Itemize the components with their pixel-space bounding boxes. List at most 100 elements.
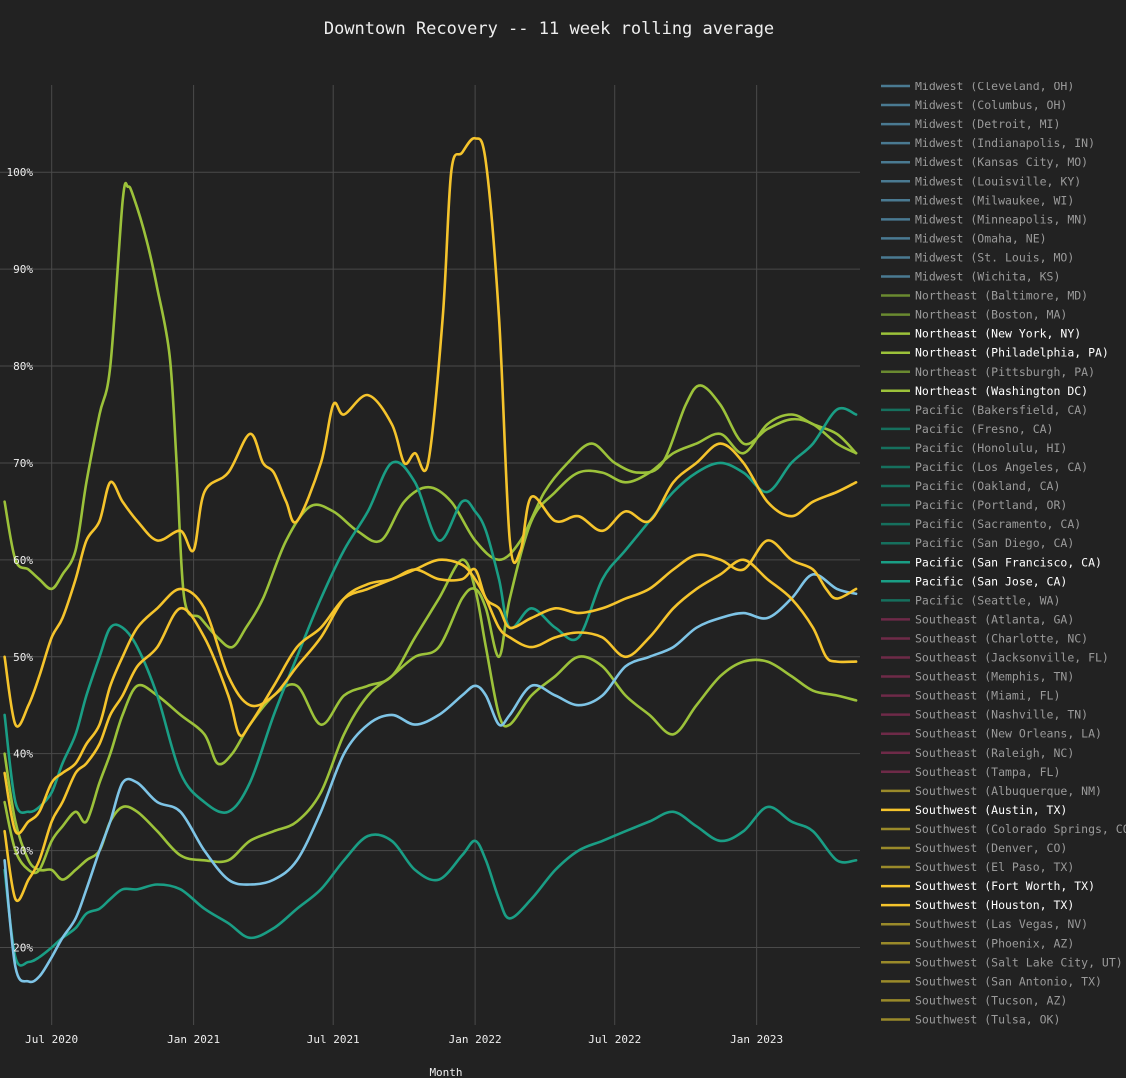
legend-label: Midwest (Indianapolis, IN) <box>915 136 1095 150</box>
legend-label: Pacific (San Diego, CA) <box>915 536 1074 550</box>
legend-item[interactable]: Southwest (Austin, TX) <box>881 803 1067 817</box>
legend-item[interactable]: Southeast (Nashville, TN) <box>881 708 1088 722</box>
legend-item[interactable]: Pacific (San Diego, CA) <box>881 536 1074 550</box>
x-axis-label: Month <box>429 1066 462 1078</box>
legend-item[interactable]: Southwest (Tucson, AZ) <box>881 993 1067 1007</box>
legend-item[interactable]: Southwest (Las Vegas, NV) <box>881 917 1088 931</box>
legend-item[interactable]: Midwest (St. Louis, MO) <box>881 250 1074 264</box>
legend-label: Southwest (Tucson, AZ) <box>915 993 1067 1007</box>
legend-label: Northeast (Pittsburgh, PA) <box>915 365 1095 379</box>
legend-item[interactable]: Southwest (Tulsa, OK) <box>881 1012 1060 1026</box>
legend-item[interactable]: Midwest (Louisville, KY) <box>881 174 1081 188</box>
series-line-pacific-san-jose-ca <box>3 406 858 815</box>
legend-item[interactable]: Pacific (Oakland, CA) <box>881 479 1060 493</box>
legend-label: Southwest (El Paso, TX) <box>915 860 1074 874</box>
legend-label: Southeast (Memphis, TN) <box>915 670 1074 684</box>
legend-item[interactable]: Midwest (Indianapolis, IN) <box>881 136 1095 150</box>
legend-item[interactable]: Southwest (Houston, TX) <box>881 898 1074 912</box>
legend-item[interactable]: Pacific (Seattle, WA) <box>881 593 1060 607</box>
legend-label: Northeast (Philadelphia, PA) <box>915 346 1109 360</box>
legend-label: Pacific (Honolulu, HI) <box>915 441 1067 455</box>
x-tick-label: Jul 2021 <box>307 1033 360 1046</box>
legend-item[interactable]: Pacific (San Jose, CA) <box>881 574 1067 588</box>
legend-label: Southwest (Fort Worth, TX) <box>915 879 1095 893</box>
legend-item[interactable]: Southeast (Jacksonville, FL) <box>881 651 1109 665</box>
legend-label: Southwest (Denver, CO) <box>915 841 1067 855</box>
legend-item[interactable]: Pacific (San Francisco, CA) <box>881 555 1102 569</box>
legend-item[interactable]: Northeast (Pittsburgh, PA) <box>881 365 1095 379</box>
legend-item[interactable]: Midwest (Wichita, KS) <box>881 270 1060 284</box>
legend-item[interactable]: Midwest (Omaha, NE) <box>881 231 1047 245</box>
legend-item[interactable]: Pacific (Fresno, CA) <box>881 422 1053 436</box>
x-tick-label: Jul 2020 <box>25 1033 78 1046</box>
legend-label: Southwest (Phoenix, AZ) <box>915 936 1074 950</box>
y-axis-ticks: 20% 30% 40% 50% 60% 70% 80% 90% 100% <box>7 166 34 954</box>
legend-item[interactable]: Northeast (Baltimore, MD) <box>881 289 1088 303</box>
legend-item[interactable]: Midwest (Minneapolis, MN) <box>881 212 1088 226</box>
legend-item[interactable]: Pacific (Portland, OR) <box>881 498 1067 512</box>
legend-label: Midwest (Wichita, KS) <box>915 270 1060 284</box>
legend-item[interactable]: Northeast (Boston, MA) <box>881 308 1067 322</box>
legend-item[interactable]: Southeast (Charlotte, NC) <box>881 631 1088 645</box>
legend-top-clip <box>870 70 1126 82</box>
legend-label: Southeast (Jacksonville, FL) <box>915 651 1109 665</box>
legend-item[interactable]: Southeast (Atlanta, GA) <box>881 612 1074 626</box>
legend-item[interactable]: Southwest (Colorado Springs, CO) <box>881 822 1126 836</box>
legend-item[interactable]: Southwest (San Antonio, TX) <box>881 974 1102 988</box>
legend-label: Southwest (San Antonio, TX) <box>915 974 1102 988</box>
legend-label: Southeast (Atlanta, GA) <box>915 612 1074 626</box>
legend-item[interactable]: Southeast (Raleigh, NC) <box>881 746 1074 760</box>
legend-label: Southwest (Albuquerque, NM) <box>915 784 1102 798</box>
legend-item[interactable]: Midwest (Columbus, OH) <box>881 98 1067 112</box>
legend-item[interactable]: Southwest (Salt Lake City, UT) <box>881 955 1123 969</box>
legend-item[interactable]: Southwest (Phoenix, AZ) <box>881 936 1074 950</box>
legend-label: Pacific (Seattle, WA) <box>915 593 1060 607</box>
y-tick-label: 20% <box>13 941 33 954</box>
legend-item[interactable]: Midwest (Kansas City, MO) <box>881 155 1088 169</box>
series-layer <box>3 136 858 984</box>
legend-item[interactable]: Southeast (Tampa, FL) <box>881 765 1060 779</box>
series-line-northeast-washington-dc <box>3 413 858 881</box>
x-tick-label: Jan 2021 <box>167 1033 220 1046</box>
legend-item[interactable]: Midwest (Detroit, MI) <box>881 117 1060 131</box>
legend-label: Pacific (Los Angeles, CA) <box>915 460 1088 474</box>
y-tick-label: 30% <box>13 845 33 858</box>
legend-item[interactable]: Northeast (New York, NY) <box>881 327 1081 341</box>
legend-item[interactable]: Pacific (Los Angeles, CA) <box>881 460 1088 474</box>
series-line-pacific-san-francisco-ca <box>3 805 858 967</box>
legend-item[interactable]: Southwest (Denver, CO) <box>881 841 1067 855</box>
legend: Midwest (Cleveland, OH) Midwest (Columbus… <box>870 70 1126 1026</box>
legend-label: Midwest (Kansas City, MO) <box>915 155 1088 169</box>
legend-item[interactable]: Southeast (Miami, FL) <box>881 689 1060 703</box>
legend-item[interactable]: Southwest (Albuquerque, NM) <box>881 784 1102 798</box>
legend-label: Midwest (Milwaukee, WI) <box>915 193 1074 207</box>
legend-label: Midwest (St. Louis, MO) <box>915 250 1074 264</box>
y-tick-label: 80% <box>13 360 33 373</box>
legend-label: Southwest (Tulsa, OK) <box>915 1012 1060 1026</box>
legend-item[interactable]: Midwest (Milwaukee, WI) <box>881 193 1074 207</box>
legend-item[interactable]: Southwest (El Paso, TX) <box>881 860 1074 874</box>
legend-item[interactable]: Pacific (Sacramento, CA) <box>881 517 1081 531</box>
legend-label: Midwest (Omaha, NE) <box>915 231 1047 245</box>
legend-label: Midwest (Louisville, KY) <box>915 174 1081 188</box>
legend-item[interactable]: Pacific (Bakersfield, CA) <box>881 403 1088 417</box>
legend-item[interactable]: Southeast (Memphis, TN) <box>881 670 1074 684</box>
legend-label: Southwest (Salt Lake City, UT) <box>915 955 1123 969</box>
legend-label: Southeast (Tampa, FL) <box>915 765 1060 779</box>
legend-label: Midwest (Minneapolis, MN) <box>915 212 1088 226</box>
legend-label: Northeast (Washington DC) <box>915 384 1088 398</box>
legend-item[interactable]: Northeast (Philadelphia, PA) <box>881 346 1109 360</box>
y-tick-label: 70% <box>13 457 33 470</box>
legend-label: Northeast (Boston, MA) <box>915 308 1067 322</box>
series-line-southwest-austin-tx <box>3 136 858 728</box>
legend-item[interactable]: Midwest (Cleveland, OH) <box>881 79 1074 93</box>
chart-title: Downtown Recovery -- 11 week rolling ave… <box>324 19 774 39</box>
legend-item[interactable]: Pacific (Honolulu, HI) <box>881 441 1067 455</box>
legend-label: Midwest (Columbus, OH) <box>915 98 1067 112</box>
legend-item[interactable]: Southeast (New Orleans, LA) <box>881 727 1102 741</box>
legend-item[interactable]: Northeast (Washington DC) <box>881 384 1088 398</box>
legend-item[interactable]: Southwest (Fort Worth, TX) <box>881 879 1095 893</box>
legend-label: Southeast (Nashville, TN) <box>915 708 1088 722</box>
y-tick-label: 100% <box>7 166 34 179</box>
